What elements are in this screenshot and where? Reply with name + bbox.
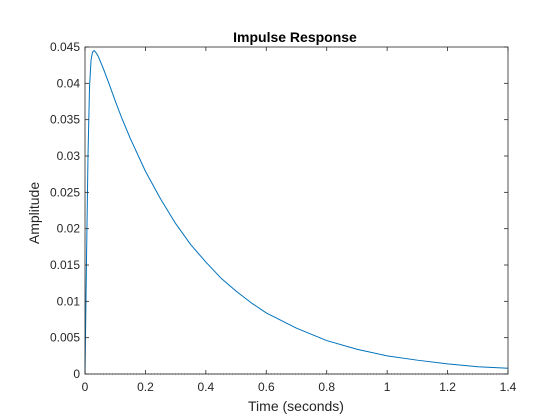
y-tick-label: 0.035 bbox=[50, 113, 80, 127]
x-tick-label: 0.8 bbox=[318, 380, 335, 394]
plot-frame bbox=[84, 46, 509, 375]
x-tick-label: 1.2 bbox=[439, 380, 456, 394]
y-tick-label: 0.03 bbox=[57, 149, 81, 163]
ticks-layer: 0 0.2 0.4 0.6 0.8 1 1.2 1.4 0 0.005 0.01 0.015 0.02 0… bbox=[50, 40, 517, 394]
x-tick-label: 0.2 bbox=[137, 380, 154, 394]
impulse-response-line bbox=[84, 50, 509, 375]
y-tick-label: 0.01 bbox=[57, 294, 81, 308]
y-axis-label: Amplitude bbox=[26, 182, 42, 244]
x-tick-label: 1.4 bbox=[500, 380, 517, 394]
chart-title: Impulse Response bbox=[233, 29, 357, 45]
y-tick-label: 0.015 bbox=[50, 258, 80, 272]
x-tick-label: 0 bbox=[82, 380, 89, 394]
y-tick-label: 0 bbox=[73, 367, 80, 381]
y-tick-label: 0.045 bbox=[50, 40, 80, 54]
x-axis-label: Time (seconds) bbox=[248, 398, 344, 414]
x-tick-label: 1 bbox=[384, 380, 391, 394]
y-tick-label: 0.005 bbox=[50, 331, 80, 345]
plot-area bbox=[85, 47, 508, 374]
x-tick-label: 0.4 bbox=[198, 380, 215, 394]
y-tick-label: 0.04 bbox=[57, 76, 81, 90]
data-layer bbox=[84, 50, 509, 375]
y-tick-label: 0.025 bbox=[50, 185, 80, 199]
x-tick-label: 0.6 bbox=[258, 380, 275, 394]
y-tick-label: 0.02 bbox=[57, 222, 81, 236]
